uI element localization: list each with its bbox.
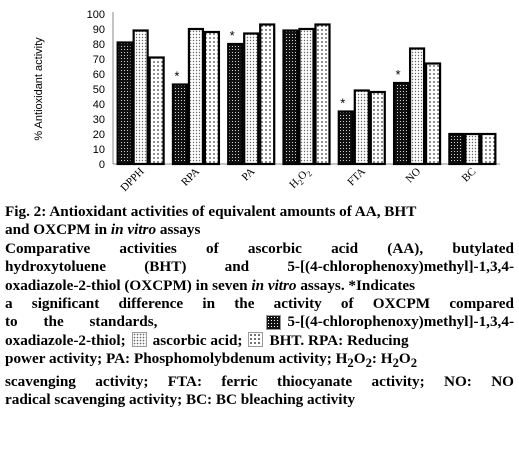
significance-marker: * (230, 28, 235, 43)
significance-marker: * (396, 67, 401, 82)
caption-body-text-7b: O (353, 350, 366, 368)
caption-body-line-4: a significant difference in the activity… (5, 295, 514, 313)
y-tick-label: 20 (93, 129, 105, 141)
x-tick-sub: 2 (296, 178, 305, 187)
x-tick-label-pa: PA (240, 166, 258, 184)
caption-sub-1: 2 (347, 356, 354, 371)
x-tick-sub: 2 (305, 169, 314, 178)
bar-h2o2-series-2 (298, 27, 315, 166)
caption-body-text-7a: power activity; PA: Phosphomolybdenum ac… (5, 350, 348, 368)
significance-marker: * (340, 96, 345, 111)
significance-marker: * (174, 69, 179, 84)
caption-sub-3: 2 (392, 356, 399, 371)
x-tick-label-bc: BC (460, 166, 479, 185)
caption-sub-2: 2 (365, 356, 372, 371)
bar-no-series-2 (408, 47, 426, 166)
caption-body-line-5: to the standards, 5-[(4-chlorophenoxy)met… (5, 313, 514, 331)
caption-body-text-7d: O (398, 350, 411, 368)
bar-bc-series-1 (448, 132, 465, 166)
caption-body-text-3b: assays. *Indicates (296, 276, 416, 294)
bar-dpph-series-3 (148, 56, 165, 166)
legend-swatch-aa (131, 331, 147, 347)
caption-title-text-2a: and OXCPM in (5, 221, 111, 239)
caption-body-text-2: hydroxytoluene (BHT) and 5-[(4-chlorophe… (5, 258, 514, 276)
y-tick-label: 0 (99, 159, 105, 171)
bar-pa-series-3 (259, 23, 276, 166)
caption-body-line-9: radical scavenging activity; BC: BC blea… (5, 391, 514, 409)
caption-body-text-7c: : H (371, 350, 393, 368)
x-tick-label-dpph: DPPH (118, 166, 146, 194)
legend-swatch-bht (248, 331, 264, 347)
caption-body-text-5b: 5-[(4-chlorophenoxy)methyl]-1,3,4- (287, 313, 514, 331)
bar-h2o2-series-3 (314, 23, 331, 166)
y-tick-label: 90 (93, 24, 105, 36)
caption-body-italic: in vitro (251, 276, 297, 294)
bar-bc-series-3 (480, 132, 497, 166)
caption-body-line-7: power activity; PA: Phosphomolybdenum ac… (5, 350, 514, 372)
x-tick-text: PA (240, 166, 258, 184)
bar-rpa-series-3 (203, 30, 221, 166)
x-tick-text: BC (460, 166, 479, 185)
x-tick-text: FTA (345, 166, 368, 189)
caption-body-text-6c: BHT. RPA: Reducing (269, 331, 409, 349)
x-tick-label-rpa: RPA (179, 166, 202, 189)
y-tick-label: 10 (93, 144, 105, 156)
caption-body-text-3a: oxadiazole-2-thiol (OXCPM) in seven (5, 276, 252, 294)
legend-oxcpm: 5-[(4-chlorophenoxy)methyl]-1,3,4- (260, 313, 514, 331)
caption-title-line-2: and OXCPM in in vitro assays (5, 221, 514, 239)
caption-body-text-6a: oxadiazole-2-thiol; (5, 331, 126, 349)
bar-rpa-series-1 (171, 83, 189, 166)
x-tick-text: NO (403, 166, 423, 186)
caption-body-text-9: radical scavenging activity; BC: BC blea… (5, 391, 356, 409)
bar-h2o2-series-1 (282, 29, 299, 166)
caption-title-line-1: Fig. 2: Antioxidant activities of equiva… (5, 203, 514, 221)
caption-body-text-8: scavenging activity; FTA: ferric thiocya… (5, 372, 514, 390)
bar-pa-series-2 (243, 32, 260, 166)
bar-no-series-3 (424, 62, 442, 166)
y-tick-label: 100 (87, 9, 105, 21)
y-tick-label: 60 (93, 69, 105, 81)
y-tick-label: 50 (93, 84, 105, 96)
bar-chart: % Antioxidant activity 0 10 20 30 40 50 60 70 80… (33, 9, 500, 194)
caption-body-line-2: hydroxytoluene (BHT) and 5-[(4-chlorophe… (5, 258, 514, 276)
y-tick-label: 70 (93, 54, 105, 66)
bar-dpph-series-1 (116, 41, 133, 166)
x-tick-label-no: NO (403, 166, 423, 186)
bar-bc-series-2 (464, 132, 481, 166)
caption-title-text-2b: assays (156, 221, 201, 239)
figure-label: Fig. 2: (5, 203, 47, 220)
y-axis-label-group: % Antioxidant activity (33, 37, 45, 141)
y-axis-label: % Antioxidant activity (33, 37, 45, 141)
caption-body-text-4: a significant difference in the activity… (5, 295, 514, 313)
x-tick-text: DPPH (118, 166, 146, 194)
bar-fta-series-1 (337, 110, 354, 166)
y-tick-label: 40 (93, 99, 105, 111)
caption-body-line-8: scavenging activity; FTA: ferric thiocya… (5, 373, 514, 391)
caption-body-line-3: oxadiazole-2-thiol (OXCPM) in seven in v… (5, 277, 514, 295)
caption-body-text-1: Comparative activities of ascorbic acid … (5, 239, 514, 257)
x-tick-label-h2o2: H2O2 (287, 166, 314, 193)
caption-body-text-6b: ascorbic acid; (152, 331, 243, 349)
caption-title-text-1: Antioxidant activities of equivalent amo… (49, 203, 417, 220)
caption-sub-4: 2 (410, 356, 418, 371)
bar-pa-series-1 (227, 42, 244, 166)
bars (116, 23, 497, 166)
legend-swatch-oxcpm (266, 315, 282, 331)
bar-rpa-series-2 (187, 27, 205, 166)
figure-caption: Fig. 2: Antioxidant activities of equiva… (5, 203, 514, 410)
caption-body-line-6: oxadiazole-2-thiol; ascorbic acid; BHT. RP… (5, 331, 514, 350)
y-tick-label: 80 (93, 39, 105, 51)
bar-no-series-1 (392, 81, 410, 166)
x-tick-label-fta: FTA (345, 166, 368, 189)
caption-body-line-1: Comparative activities of ascorbic acid … (5, 240, 514, 258)
x-tick-text: RPA (179, 166, 202, 189)
y-tick-label: 30 (93, 114, 105, 126)
caption-title-italic: in vitro (110, 221, 157, 239)
bar-dpph-series-2 (132, 29, 149, 166)
bar-fta-series-2 (353, 89, 370, 166)
caption-body-text-5a: to the standards, (5, 313, 158, 331)
bar-fta-series-3 (369, 90, 386, 166)
